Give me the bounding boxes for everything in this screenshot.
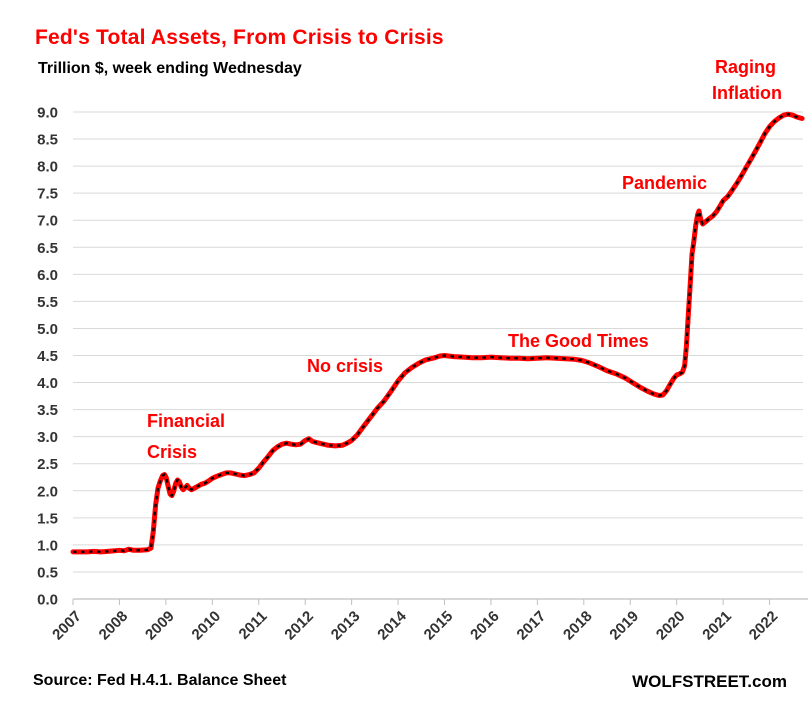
- y-tick-label: 9.0: [37, 105, 58, 122]
- y-tick-label: 7.5: [37, 186, 58, 203]
- y-tick-label: 4.5: [37, 348, 58, 365]
- y-tick-label: 6.5: [37, 240, 58, 257]
- x-tick-label: 2012: [281, 608, 317, 644]
- x-tick-label: 2011: [236, 608, 271, 643]
- chart-title: Fed's Total Assets, From Crisis to Crisi…: [35, 26, 444, 49]
- x-tick-label: 2009: [142, 608, 178, 644]
- data-line-red: [70, 111, 805, 555]
- brand-wordmark: WOLFSTREET.com: [632, 672, 787, 691]
- chart-annotation: No crisis: [307, 356, 383, 376]
- chart-annotation: Raging: [715, 57, 776, 77]
- x-tick-label: 2013: [328, 608, 364, 644]
- y-tick-label: 1.0: [37, 537, 58, 554]
- y-tick-label: 2.5: [37, 456, 58, 473]
- y-tick-label: 2.0: [37, 483, 58, 500]
- x-tick-label: 2014: [374, 607, 410, 643]
- x-tick-label: 2008: [96, 608, 132, 644]
- chart-annotation: Crisis: [147, 442, 197, 462]
- x-tick-label: 2022: [746, 608, 782, 644]
- chart-annotation: The Good Times: [508, 331, 649, 351]
- y-tick-label: 7.0: [37, 213, 58, 230]
- chart-annotation: Pandemic: [622, 173, 707, 193]
- y-tick-label: 4.0: [37, 375, 58, 392]
- source-note: Source: Fed H.4.1. Balance Sheet: [33, 672, 287, 689]
- y-tick-label: 0.0: [37, 592, 58, 609]
- x-tick-label: 2007: [49, 608, 85, 644]
- x-tick-label: 2019: [606, 608, 642, 644]
- y-tick-label: 3.0: [37, 429, 58, 446]
- x-tick-label: 2015: [421, 608, 457, 644]
- x-tick-label: 2021: [699, 608, 735, 644]
- x-tick-label: 2018: [560, 608, 596, 644]
- y-tick-label: 3.5: [37, 402, 58, 419]
- chart-subtitle: Trillion $, week ending Wednesday: [38, 60, 302, 77]
- y-tick-label: 1.5: [37, 510, 58, 527]
- chart-annotation: Inflation: [712, 83, 782, 103]
- y-tick-label: 0.5: [37, 564, 58, 581]
- x-tick-label: 2020: [653, 608, 689, 644]
- x-tick-label: 2017: [514, 608, 550, 644]
- y-tick-label: 6.0: [37, 267, 58, 284]
- y-tick-label: 8.0: [37, 159, 58, 176]
- x-tick-label: 2016: [467, 608, 503, 644]
- chart-annotation: Financial: [147, 411, 225, 431]
- x-tick-label: 2010: [189, 608, 225, 644]
- y-tick-label: 5.5: [37, 294, 58, 311]
- y-tick-label: 8.5: [37, 132, 58, 149]
- y-tick-label: 5.0: [37, 321, 58, 338]
